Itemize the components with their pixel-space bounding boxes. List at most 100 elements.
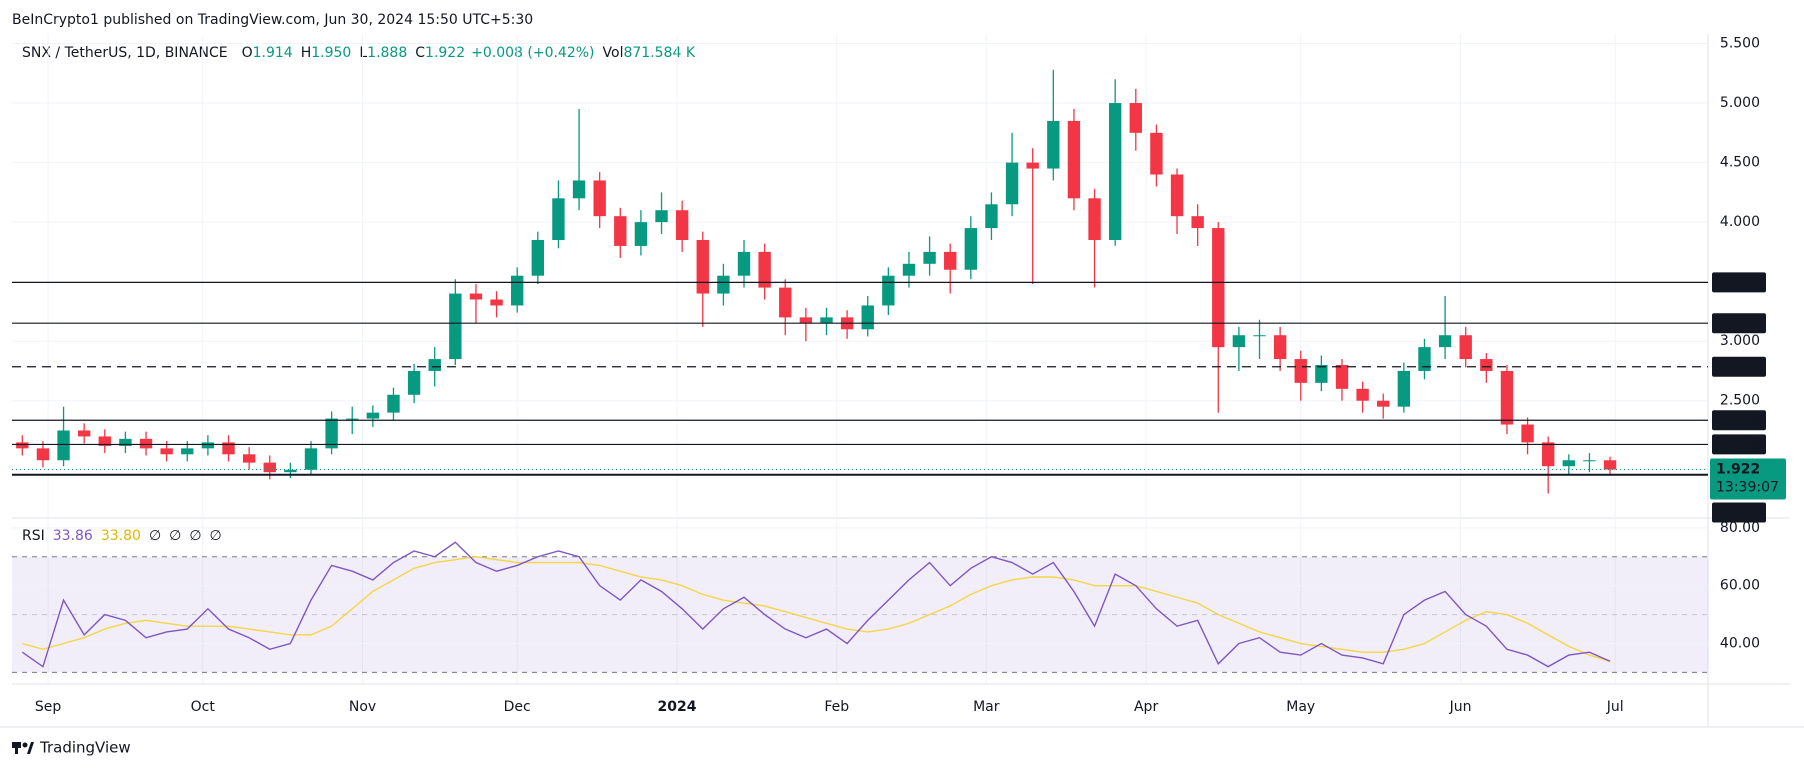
rsi-legend-value: 33.86 — [53, 528, 93, 544]
candle-body — [902, 263, 916, 276]
candle-body — [1377, 400, 1390, 407]
candle-body — [1542, 442, 1555, 467]
candle-body — [325, 418, 338, 449]
level-label: 3.151 — [1717, 315, 1761, 331]
legend-label: H — [301, 45, 312, 61]
candle-body — [1150, 132, 1163, 175]
level-label-box — [1712, 502, 1766, 523]
x-tick-label: Nov — [349, 699, 376, 715]
candle-body — [1129, 103, 1142, 133]
candle-body — [1067, 120, 1081, 199]
rsi-line — [21, 541, 1611, 668]
candle-body — [1603, 460, 1617, 470]
rsi-legend-value: ∅ — [169, 528, 181, 544]
chart-title: BeInCrypto1 published on TradingView.com… — [12, 12, 533, 28]
countdown-label: 13:39:07 — [1716, 480, 1779, 496]
candle-body — [985, 204, 998, 229]
candle-body — [1108, 103, 1122, 240]
candle-body — [366, 412, 380, 419]
candle-body — [284, 469, 297, 473]
candle-body — [181, 448, 194, 455]
candle-body — [1191, 216, 1204, 229]
candle-body — [1480, 359, 1493, 371]
y-tick-label: 5.000 — [1720, 95, 1760, 111]
legend-value: 1.950 — [311, 45, 351, 61]
x-tick-label: Sep — [35, 699, 62, 715]
x-tick-label: Apr — [1134, 699, 1158, 715]
level-label: 2.133 — [1717, 436, 1761, 452]
y-tick-label: 3.000 — [1720, 333, 1760, 349]
candle-body — [675, 210, 689, 240]
symbol-legend: SNX / TetherUS, 1D, BINANCE O1.914 H1.950 L… — [22, 45, 696, 61]
legend-label: C — [415, 45, 425, 61]
y-tick-label: 5.500 — [1720, 36, 1760, 52]
candle-body — [531, 239, 544, 276]
candle-body — [160, 448, 173, 455]
legend-label: O — [242, 45, 253, 61]
candle-body — [572, 180, 586, 199]
rsi-tick-label: 40.00 — [1720, 636, 1760, 652]
candle-body — [944, 251, 957, 270]
candle-body — [1212, 228, 1225, 348]
candle-body — [634, 222, 648, 246]
level-label-box — [1712, 356, 1766, 377]
candle-body — [552, 198, 565, 240]
candle-body — [861, 305, 874, 330]
candle-body — [1315, 365, 1328, 383]
y-tick-label: 4.000 — [1720, 214, 1760, 230]
candle-body — [737, 251, 751, 276]
level-label: 2.336 — [1717, 412, 1761, 428]
level-label-box — [1712, 313, 1766, 334]
x-tick-label: Jul — [1606, 699, 1624, 715]
x-tick-label: 2024 — [658, 699, 697, 715]
candle-body — [222, 442, 235, 455]
candle-body — [923, 251, 936, 264]
candle-body — [263, 462, 276, 473]
x-tick-label: Dec — [504, 699, 531, 715]
legend-label: L — [359, 45, 367, 61]
x-tick-label: Mar — [973, 699, 1000, 715]
candle-body — [1335, 365, 1349, 389]
candle-body — [511, 275, 524, 306]
candle-body — [16, 442, 29, 449]
candle-body — [1459, 335, 1472, 360]
candle-body — [387, 394, 400, 413]
candle-body — [779, 287, 792, 318]
rsi-band-fill — [12, 556, 1708, 673]
legend-value: 1.922 — [425, 45, 465, 61]
candle-body — [1562, 460, 1576, 467]
candle-body — [1418, 347, 1431, 371]
rsi-ma-line — [22, 556, 1611, 663]
logo-part — [22, 742, 28, 748]
candle-body — [964, 228, 978, 270]
candle-body — [1356, 388, 1369, 401]
rsi-tick-label: 80.00 — [1720, 520, 1760, 536]
symbol: SNX / TetherUS, 1D, BINANCE — [22, 45, 228, 61]
rsi-legend-value: ∅ — [210, 528, 222, 544]
candle-body — [1253, 335, 1266, 337]
candle-body — [490, 299, 503, 306]
candle-body — [696, 239, 709, 294]
candle-body — [1273, 335, 1287, 360]
level-label-box — [1712, 272, 1766, 293]
candle-body — [717, 275, 730, 294]
candle-body — [1232, 335, 1246, 348]
candle-body — [201, 442, 215, 449]
candle-body — [593, 180, 606, 217]
candle-body — [820, 317, 833, 324]
candle-body — [139, 438, 153, 449]
legend-volume-label: Vol — [603, 45, 624, 61]
candle-body — [882, 275, 895, 306]
candle-body — [98, 436, 111, 446]
level-label: 1.878 — [1717, 505, 1761, 521]
rsi-tick-label: 60.00 — [1720, 578, 1760, 594]
legend-volume: 871.584 K — [623, 45, 695, 61]
candle-body — [119, 438, 132, 446]
candle-body — [36, 448, 50, 461]
x-tick-label: Feb — [824, 699, 849, 715]
candle-body — [1088, 198, 1101, 240]
candle-body — [469, 293, 483, 300]
legend-value: 1.914 — [253, 45, 293, 61]
legend-value: 1.888 — [367, 45, 407, 61]
candle-body — [1294, 359, 1307, 383]
